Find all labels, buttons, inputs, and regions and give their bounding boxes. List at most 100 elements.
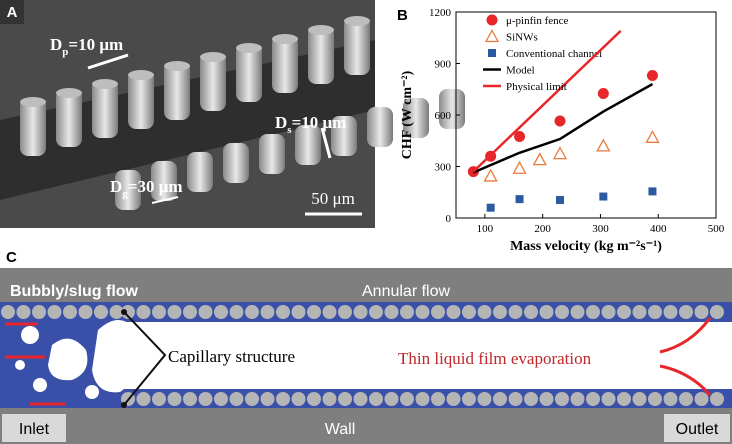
pointer: [123, 311, 167, 406]
pin-top: [308, 25, 334, 35]
bead: [415, 392, 430, 406]
point: [646, 70, 658, 82]
pin: [92, 80, 118, 138]
value: =30 μm: [128, 177, 183, 196]
top-wall: [0, 268, 732, 302]
outlet-label: Outlet: [676, 421, 719, 438]
pin: [295, 125, 321, 165]
pin-top: [20, 97, 46, 107]
bead: [694, 305, 709, 319]
pin-top: [344, 16, 370, 26]
bead: [214, 392, 228, 406]
bead: [229, 305, 244, 319]
bead: [524, 305, 538, 319]
pin: [272, 35, 298, 93]
bead: [679, 392, 693, 406]
pin: [164, 62, 190, 120]
bubbles: [15, 320, 136, 399]
symbol: D: [110, 177, 122, 196]
x-tick-label: 400: [650, 223, 667, 235]
x-tick-label: 500: [708, 223, 725, 235]
pin: [56, 89, 82, 147]
bead: [400, 392, 414, 406]
bottom-wall: [0, 408, 732, 444]
pin: [308, 26, 334, 84]
legend-marker: [486, 14, 498, 26]
y-tick-label: 300: [435, 162, 452, 174]
y-tick-label: 900: [435, 59, 452, 71]
panel-c: C Bubbly/slug flow Annular flow Capillar…: [0, 249, 732, 444]
point: [483, 168, 498, 182]
bead: [136, 392, 151, 406]
y-tick-label: 0: [446, 213, 452, 225]
bead: [431, 305, 445, 319]
bead: [400, 305, 414, 319]
inlet-label: Inlet: [19, 421, 50, 438]
annotation: Thin liquid film evaporation: [398, 349, 592, 368]
bead: [570, 392, 585, 406]
bead: [276, 392, 290, 406]
bead: [648, 392, 662, 406]
bead: [694, 392, 709, 406]
pin-top: [56, 88, 82, 98]
point: [514, 130, 526, 142]
bead: [291, 305, 306, 319]
bead: [198, 392, 213, 406]
bead: [121, 305, 135, 319]
bead: [462, 392, 476, 406]
bead: [369, 305, 383, 319]
bead: [586, 305, 600, 319]
bead: [198, 305, 213, 319]
pin-row: [115, 89, 465, 210]
panel-label: B: [397, 7, 408, 24]
legend-label: μ-pinfin fence: [506, 15, 569, 27]
pin: [128, 71, 154, 129]
bead: [353, 392, 368, 406]
bead: [338, 392, 352, 406]
dimension-line: [87, 53, 129, 70]
bead: [570, 305, 585, 319]
bead: [260, 305, 275, 319]
pin-top: [164, 61, 190, 71]
bead: [710, 392, 724, 406]
point: [597, 88, 609, 100]
value: =10 μm: [68, 35, 123, 54]
y-tick-label: 600: [435, 110, 452, 122]
bead: [369, 392, 383, 406]
plot-frame: [455, 11, 717, 219]
point: [486, 203, 495, 212]
line: [472, 83, 654, 174]
point: [645, 129, 660, 143]
panel-label: A: [7, 4, 18, 21]
value: =10 μm: [292, 113, 347, 132]
bead: [245, 305, 259, 319]
pin: [344, 17, 370, 75]
bead: [183, 392, 197, 406]
point: [648, 187, 657, 196]
bead: [214, 305, 228, 319]
bead: [276, 305, 290, 319]
subscript: g: [122, 188, 128, 200]
bead: [109, 305, 124, 319]
bead: [462, 305, 476, 319]
pin: [236, 44, 262, 102]
legend-label: Physical limit: [506, 81, 567, 93]
bead: [245, 392, 259, 406]
dimension-label: Dp=10 μm: [50, 35, 123, 58]
point: [554, 115, 566, 127]
pin: [331, 116, 357, 156]
bead: [710, 305, 724, 319]
pin: [439, 89, 465, 129]
pin: [20, 98, 46, 156]
legend-label: Conventional channel: [506, 48, 602, 60]
subscript: s: [287, 124, 292, 136]
legend-label: Model: [506, 65, 535, 77]
bead: [384, 305, 399, 319]
bead: [632, 305, 647, 319]
pin: [151, 161, 177, 201]
bead: [1, 305, 15, 319]
x-tick-label: 300: [592, 223, 609, 235]
bead: [47, 305, 62, 319]
panel-label: C: [6, 249, 17, 266]
bead-rows: [1, 305, 724, 406]
